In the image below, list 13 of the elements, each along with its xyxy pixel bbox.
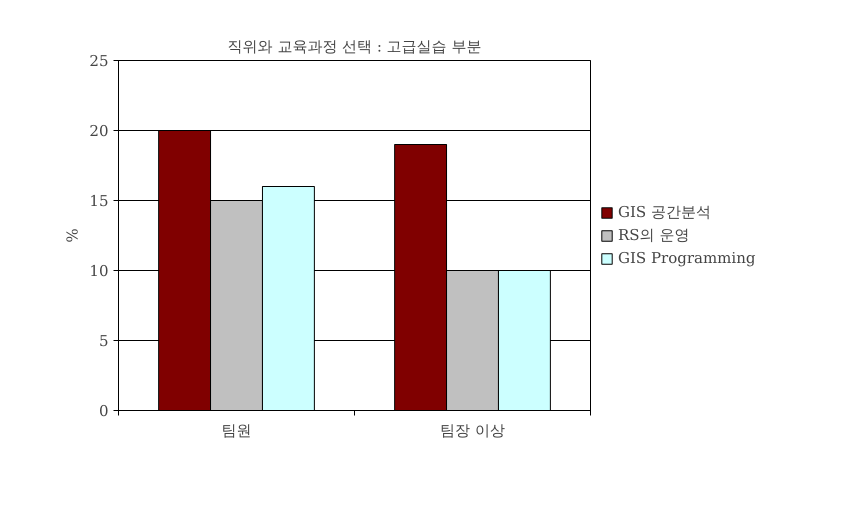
chart-title: 직위와 교육과정 선택 : 고급실습 부분 bbox=[228, 38, 482, 56]
y-tick-label: 0 bbox=[98, 402, 109, 420]
y-tick-label: 20 bbox=[89, 122, 109, 140]
y-tick-label: 10 bbox=[89, 262, 109, 280]
x-tick-label: 팀원 bbox=[222, 422, 252, 440]
y-tick-label: 15 bbox=[89, 192, 109, 210]
legend-label: GIS 공간분석 bbox=[618, 203, 711, 222]
legend-label: RS의 운영 bbox=[618, 226, 690, 245]
y-tick-label: 5 bbox=[98, 332, 109, 350]
y-axis-title: % bbox=[63, 228, 82, 243]
legend-label: GIS Programming bbox=[618, 249, 756, 267]
y-tick-label: 25 bbox=[89, 52, 109, 70]
x-tick-label: 팀장 이상 bbox=[440, 422, 505, 440]
